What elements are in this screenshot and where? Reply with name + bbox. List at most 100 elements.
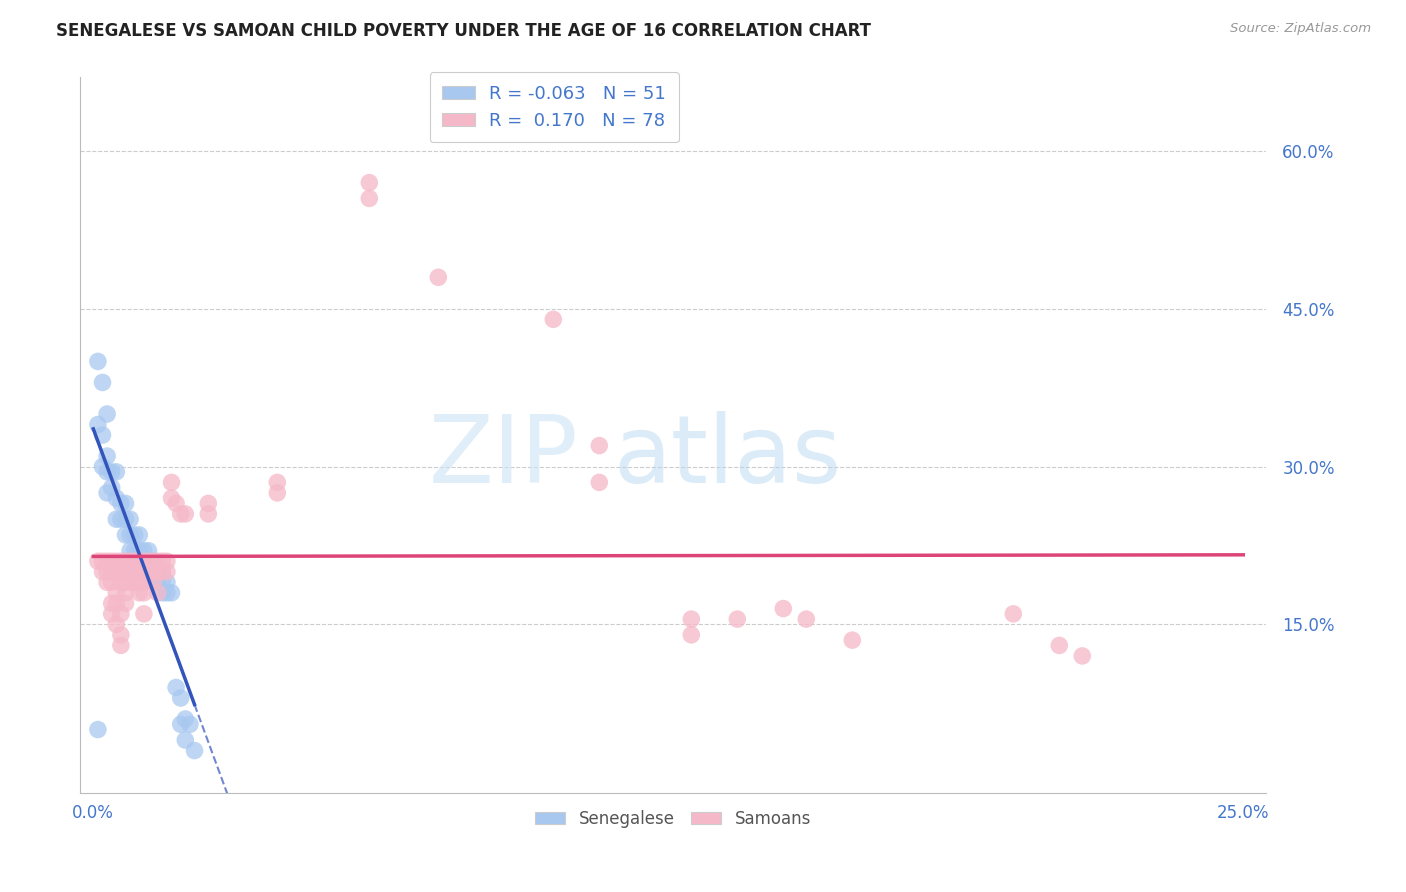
Point: [156, 586, 179, 600]
Point: [128, 554, 150, 568]
Point: [105, 586, 128, 600]
Point: [142, 554, 165, 568]
Point: [110, 639, 132, 653]
Point: [96, 407, 118, 421]
Point: [105, 465, 128, 479]
Point: [359, 191, 381, 205]
Point: [588, 475, 610, 490]
Point: [132, 607, 155, 621]
Point: [183, 743, 205, 757]
Point: [150, 565, 173, 579]
Point: [110, 628, 132, 642]
Point: [120, 543, 142, 558]
Point: [110, 575, 132, 590]
Point: [96, 449, 118, 463]
Point: [87, 417, 110, 432]
Point: [110, 607, 132, 621]
Point: [146, 565, 169, 579]
Point: [128, 586, 150, 600]
Point: [110, 565, 132, 579]
Point: [91, 554, 114, 568]
Point: [138, 565, 160, 579]
Point: [156, 554, 179, 568]
Point: [128, 554, 150, 568]
Point: [114, 512, 136, 526]
Point: [138, 543, 160, 558]
Point: [105, 491, 128, 505]
Point: [96, 465, 118, 479]
Point: [142, 554, 165, 568]
Point: [91, 565, 114, 579]
Point: [1071, 648, 1094, 663]
Point: [100, 554, 122, 568]
Point: [100, 596, 122, 610]
Point: [120, 512, 142, 526]
Point: [179, 717, 201, 731]
Point: [128, 575, 150, 590]
Text: SENEGALESE VS SAMOAN CHILD POVERTY UNDER THE AGE OF 16 CORRELATION CHART: SENEGALESE VS SAMOAN CHILD POVERTY UNDER…: [56, 22, 872, 40]
Point: [120, 575, 142, 590]
Point: [114, 586, 136, 600]
Legend: Senegalese, Samoans: Senegalese, Samoans: [529, 803, 817, 834]
Point: [170, 717, 193, 731]
Point: [165, 681, 187, 695]
Point: [100, 607, 122, 621]
Point: [128, 565, 150, 579]
Point: [114, 596, 136, 610]
Point: [681, 628, 703, 642]
Point: [142, 565, 165, 579]
Point: [132, 543, 155, 558]
Point: [87, 354, 110, 368]
Point: [128, 543, 150, 558]
Point: [91, 376, 114, 390]
Point: [124, 554, 146, 568]
Point: [100, 575, 122, 590]
Point: [1047, 639, 1070, 653]
Point: [120, 565, 142, 579]
Point: [588, 439, 610, 453]
Point: [150, 554, 173, 568]
Point: [1002, 607, 1025, 621]
Point: [124, 528, 146, 542]
Point: [681, 612, 703, 626]
Point: [132, 554, 155, 568]
Point: [170, 507, 193, 521]
Point: [100, 565, 122, 579]
Point: [150, 575, 173, 590]
Point: [146, 565, 169, 579]
Point: [266, 486, 288, 500]
Point: [124, 565, 146, 579]
Point: [266, 475, 288, 490]
Point: [725, 612, 748, 626]
Point: [96, 575, 118, 590]
Point: [138, 554, 160, 568]
Point: [132, 554, 155, 568]
Point: [91, 428, 114, 442]
Point: [142, 575, 165, 590]
Point: [359, 176, 381, 190]
Point: [91, 459, 114, 474]
Point: [110, 512, 132, 526]
Point: [114, 575, 136, 590]
Point: [132, 586, 155, 600]
Point: [124, 543, 146, 558]
Point: [120, 554, 142, 568]
Point: [96, 565, 118, 579]
Point: [96, 486, 118, 500]
Point: [427, 270, 450, 285]
Point: [110, 496, 132, 510]
Point: [160, 586, 183, 600]
Point: [146, 575, 169, 590]
Point: [794, 612, 817, 626]
Point: [87, 723, 110, 737]
Point: [146, 586, 169, 600]
Point: [160, 491, 183, 505]
Point: [138, 554, 160, 568]
Point: [124, 575, 146, 590]
Point: [105, 617, 128, 632]
Point: [142, 575, 165, 590]
Point: [105, 596, 128, 610]
Point: [156, 575, 179, 590]
Point: [170, 691, 193, 706]
Point: [132, 575, 155, 590]
